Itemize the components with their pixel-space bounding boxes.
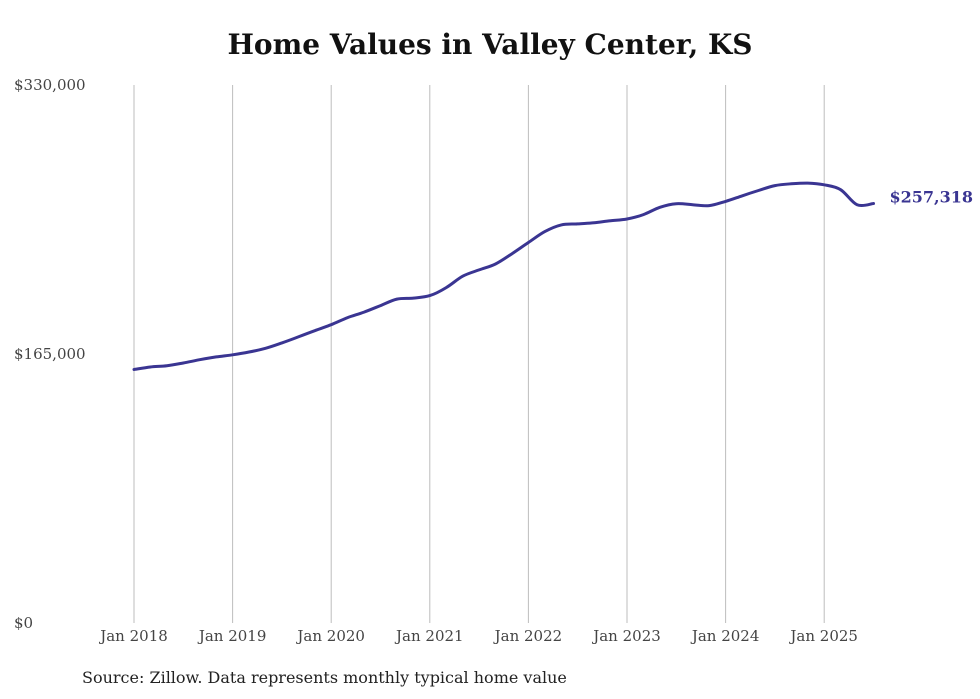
chart-title: Home Values in Valley Center, KS xyxy=(227,28,753,61)
x-tick-label: Jan 2020 xyxy=(295,627,365,645)
series-layer: $257,318 xyxy=(132,181,974,371)
end-value-label: $257,318 xyxy=(890,187,974,206)
x-tick-label: Jan 2019 xyxy=(197,627,267,645)
series-line xyxy=(132,181,875,371)
x-tick-label: Jan 2023 xyxy=(591,627,661,645)
y-tick-label: $0 xyxy=(14,614,33,632)
y-tick-label: $330,000 xyxy=(14,76,86,94)
axis-labels: Jan 2018 Jan 2019 Jan 2020 Jan 2021 Jan 2022… xyxy=(14,76,858,645)
x-tick-label: Jan 2018 xyxy=(98,627,168,645)
source-note: Source: Zillow. Data represents monthly … xyxy=(82,668,567,687)
x-tick-label: Jan 2025 xyxy=(788,627,858,645)
x-tick-label: Jan 2024 xyxy=(690,627,760,645)
x-tick-label: Jan 2021 xyxy=(394,627,464,645)
x-tick-label: Jan 2022 xyxy=(493,627,563,645)
y-tick-label: $165,000 xyxy=(14,345,86,363)
